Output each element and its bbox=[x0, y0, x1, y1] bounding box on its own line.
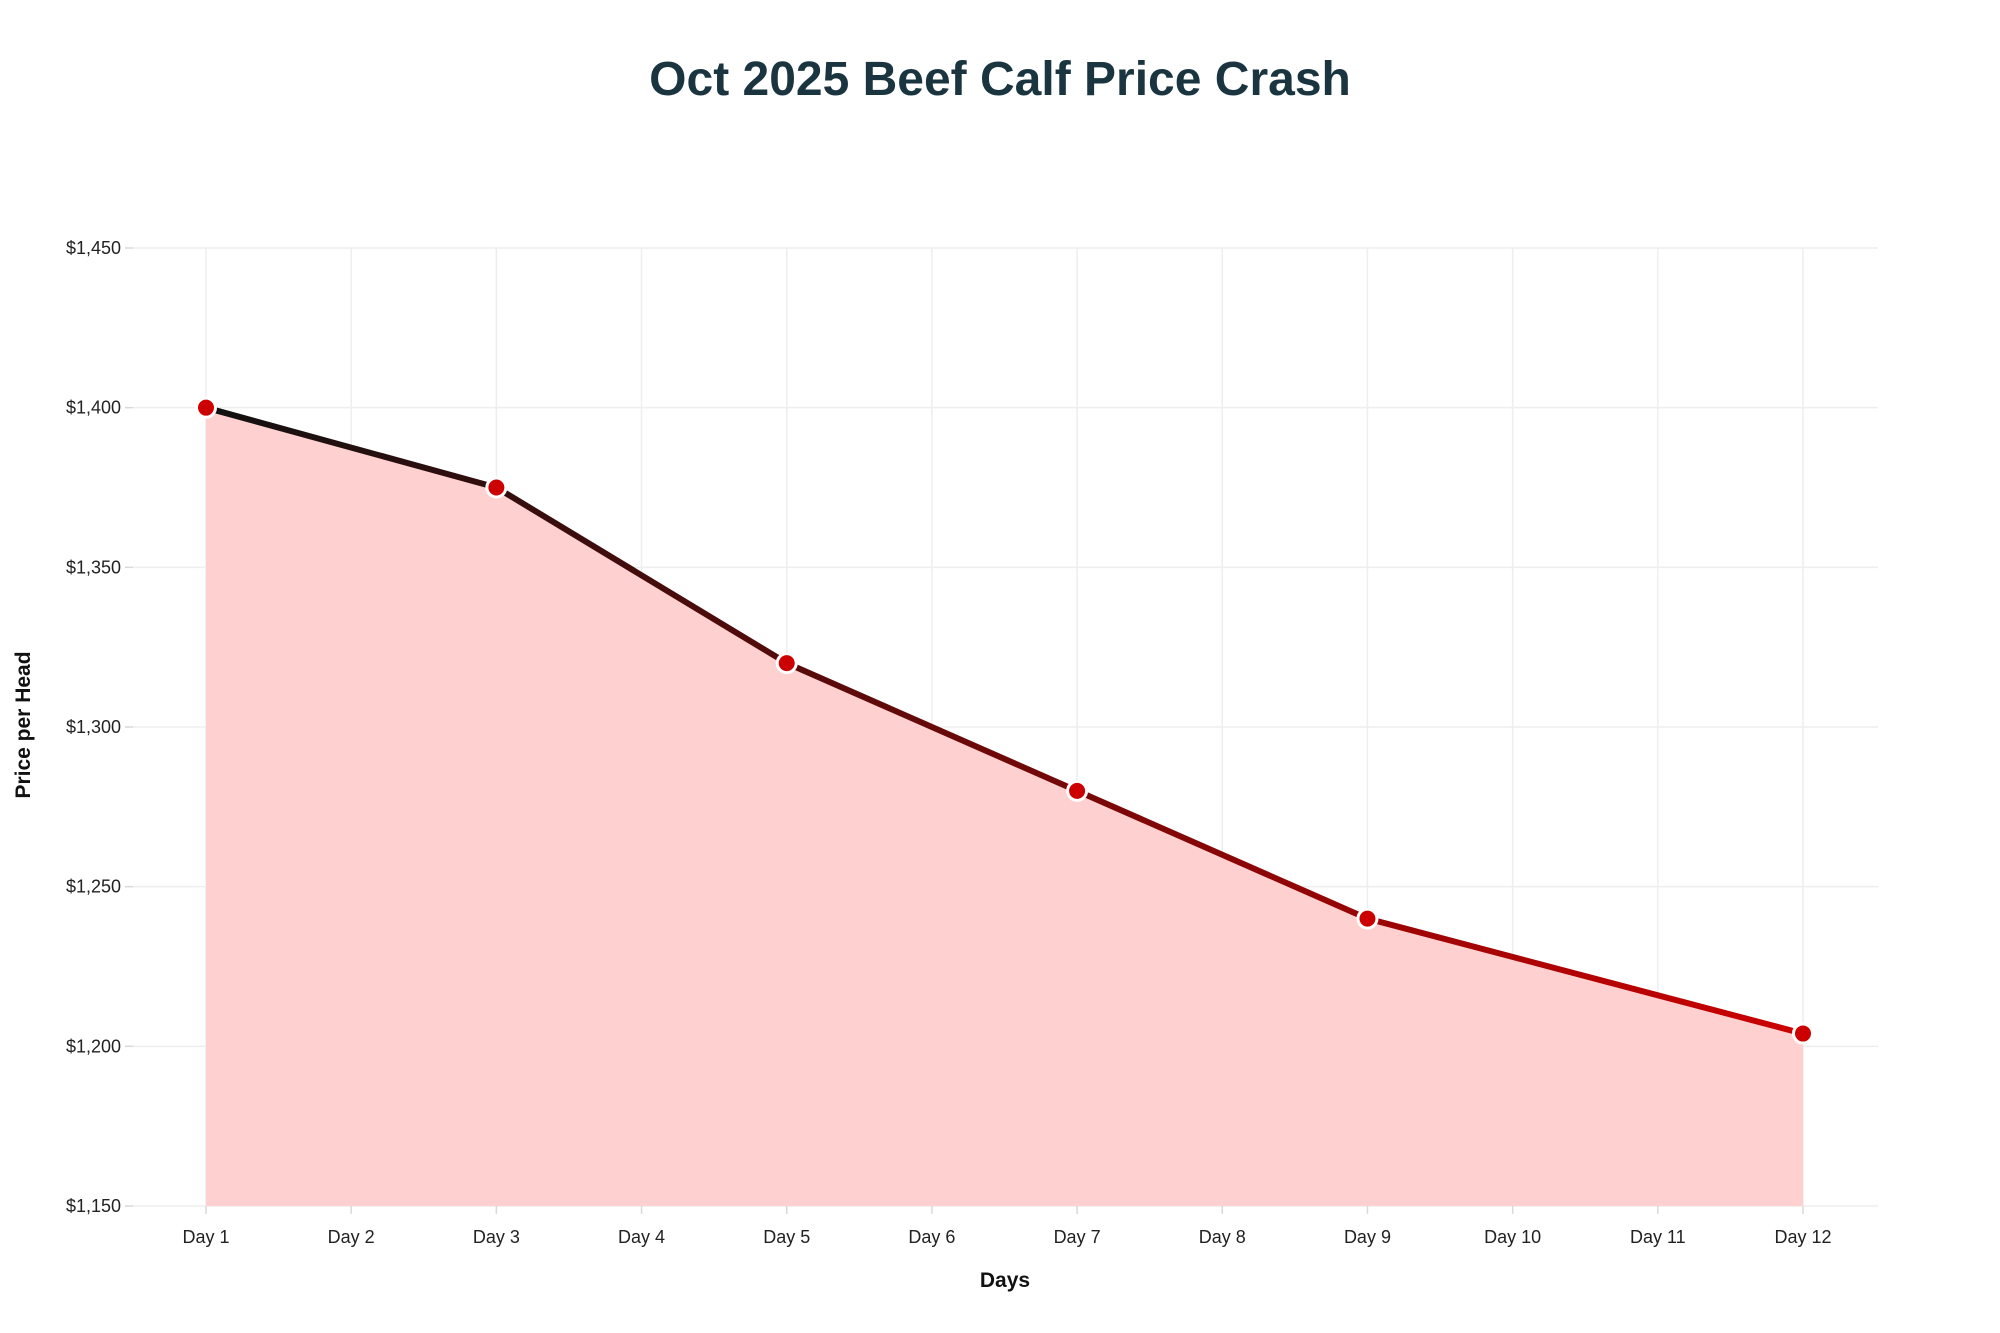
x-tick-label: Day 6 bbox=[908, 1227, 955, 1247]
chart-title: Oct 2025 Beef Calf Price Crash bbox=[649, 53, 1351, 106]
x-tick-label: Day 5 bbox=[763, 1227, 810, 1247]
x-tick-label: Day 8 bbox=[1199, 1227, 1246, 1247]
data-point bbox=[195, 396, 217, 419]
y-tick-label: $1,250 bbox=[66, 877, 121, 897]
y-tick-label: $1,450 bbox=[66, 238, 121, 258]
data-point bbox=[1066, 779, 1089, 802]
x-tick-label: Day 2 bbox=[328, 1227, 375, 1247]
x-tick-label: Day 7 bbox=[1054, 1227, 1101, 1247]
data-point bbox=[1356, 907, 1379, 930]
area-fill bbox=[206, 407, 1803, 1206]
y-tick-label: $1,300 bbox=[66, 717, 121, 737]
y-tick-label: $1,400 bbox=[66, 398, 121, 418]
y-tick-label: $1,200 bbox=[66, 1036, 121, 1056]
x-tick-label: Day 10 bbox=[1484, 1227, 1541, 1247]
x-tick-label: Day 1 bbox=[182, 1227, 229, 1247]
x-tick-label: Day 11 bbox=[1630, 1227, 1686, 1247]
x-tick-label: Day 3 bbox=[473, 1227, 520, 1247]
data-points bbox=[195, 396, 1814, 1045]
data-point bbox=[1792, 1022, 1814, 1045]
axis-ticks bbox=[125, 247, 1804, 1214]
data-point bbox=[485, 476, 508, 499]
y-tick-label: $1,150 bbox=[66, 1196, 121, 1216]
x-tick-label: Day 9 bbox=[1344, 1227, 1391, 1247]
y-axis-title: Price per Head bbox=[12, 651, 35, 798]
x-axis-title: Days bbox=[980, 1269, 1030, 1292]
y-tick-labels: $1,150 $1,200 $1,250 $1,300 $1,350 $1,400 $1,4… bbox=[66, 238, 121, 1216]
series-line bbox=[203, 404, 1806, 1037]
x-tick-label: Day 12 bbox=[1774, 1227, 1831, 1247]
x-tick-labels: Day 1 Day 2 Day 3 Day 4 Day 5 Day 6 Day 7 Day 8… bbox=[182, 1227, 1831, 1247]
x-tick-label: Day 4 bbox=[618, 1227, 665, 1247]
data-point bbox=[775, 652, 798, 675]
y-tick-label: $1,350 bbox=[66, 557, 121, 577]
